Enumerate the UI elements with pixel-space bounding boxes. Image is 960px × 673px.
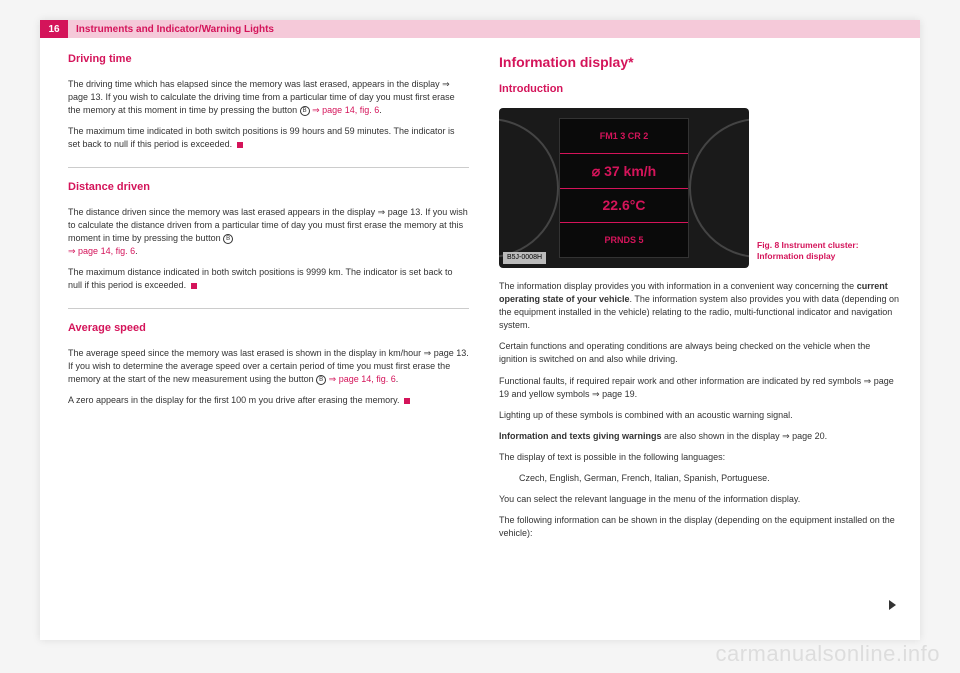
section-end-icon [191,283,197,289]
figure-8: FM1 3 CR 2 ⌀ 37 km/h 22.6°C PRNDS 5 B5J-… [499,108,900,268]
info-p1: The information display provides you wit… [499,280,900,332]
display-temp: 22.6°C [560,189,688,224]
page-number: 16 [40,20,68,38]
info-p5: Information and texts giving warnings ar… [499,430,900,443]
info-p8: You can select the relevant language in … [499,493,900,506]
instrument-cluster-image: FM1 3 CR 2 ⌀ 37 km/h 22.6°C PRNDS 5 B5J-… [499,108,749,268]
heading-introduction: Introduction [499,82,900,98]
distance-p2: The maximum distance indicated in both s… [68,266,469,292]
figure-caption: Fig. 8 Instrument cluster: Information d… [757,240,877,268]
button-b-icon: B [300,106,310,116]
text: . [135,246,138,256]
info-p3: Functional faults, if required repair wo… [499,375,900,401]
heading-driving-time: Driving time [68,52,469,68]
driving-time-p1: The driving time which has elapsed since… [68,78,469,117]
heading-average-speed: Average speed [68,321,469,337]
text: are also shown in the display ⇒ page 20. [662,431,828,441]
heading-distance-driven: Distance driven [68,180,469,196]
info-p6: The display of text is possible in the f… [499,451,900,464]
text: A zero appears in the display for the fi… [68,395,400,405]
divider [68,167,469,168]
text: The information display provides you wit… [499,281,857,291]
button-b-icon: B [223,234,233,244]
display-speed: ⌀ 37 km/h [560,154,688,189]
manual-page: 16 Instruments and Indicator/Warning Lig… [40,20,920,640]
page-ref-link: ⇒ page 14, fig. 6 [312,105,379,115]
info-p9: The following information can be shown i… [499,514,900,540]
info-p2: Certain functions and operating conditio… [499,340,900,366]
divider [68,308,469,309]
left-column: Driving time The driving time which has … [68,52,469,548]
display-gear: PRNDS 5 [560,223,688,257]
text: The distance driven since the memory was… [68,207,468,243]
center-display: FM1 3 CR 2 ⌀ 37 km/h 22.6°C PRNDS 5 [559,118,689,258]
page-ref-link: ⇒ page 14, fig. 6 [68,246,135,256]
text: . [396,374,399,384]
bold-text: Information and texts giving warnings [499,431,662,441]
page-ref-link: ⇒ page 14, fig. 6 [329,374,396,384]
gauge-left [499,108,549,268]
heading-information-display: Information display* [499,52,900,72]
text: The driving time which has elapsed since… [68,79,455,115]
section-driving-time: Driving time The driving time which has … [68,52,469,151]
display-radio: FM1 3 CR 2 [560,119,688,154]
button-b-icon: B [316,375,326,385]
gauge-right [699,108,749,268]
section-end-icon [404,398,410,404]
info-p4: Lighting up of these symbols is combined… [499,409,900,422]
text: The maximum time indicated in both switc… [68,126,455,149]
continue-arrow-icon [889,600,896,610]
header-title: Instruments and Indicator/Warning Lights [68,20,920,38]
text: The maximum distance indicated in both s… [68,267,453,290]
distance-p1: The distance driven since the memory was… [68,206,469,258]
section-end-icon [237,142,243,148]
section-distance-driven: Distance driven The distance driven sinc… [68,180,469,292]
right-column: Information display* Introduction FM1 3 … [499,52,900,548]
avgspeed-p2: A zero appears in the display for the fi… [68,394,469,407]
text: The average speed since the memory was l… [68,348,469,384]
driving-time-p2: The maximum time indicated in both switc… [68,125,469,151]
content-columns: Driving time The driving time which has … [40,38,920,558]
info-p7-languages: Czech, English, German, French, Italian,… [499,472,900,485]
watermark: carmanualsonline.info [715,641,940,667]
page-header: 16 Instruments and Indicator/Warning Lig… [40,20,920,38]
text: . [379,105,382,115]
avgspeed-p1: The average speed since the memory was l… [68,347,469,386]
figure-tag: B5J-0008H [503,252,546,264]
section-average-speed: Average speed The average speed since th… [68,321,469,407]
